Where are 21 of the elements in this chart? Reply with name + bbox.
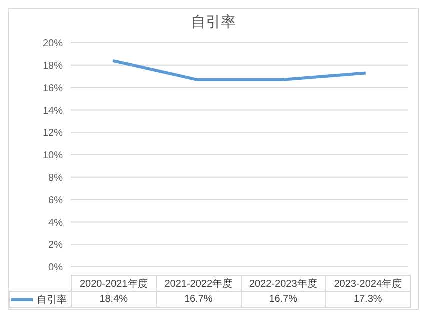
y-tick-label: 14% xyxy=(42,106,64,117)
data-label: 17.3% xyxy=(326,292,410,308)
y-tick-label: 20% xyxy=(42,38,64,50)
x-tick-label: 2023-2024年度 xyxy=(326,276,410,292)
y-tick-label: 10% xyxy=(42,150,64,162)
data-label: 16.7% xyxy=(241,292,326,308)
y-tick-label: 12% xyxy=(42,128,64,140)
y-tick-label: 4% xyxy=(48,218,64,229)
y-tick-label: 0% xyxy=(48,262,64,274)
y-tick-label: 8% xyxy=(48,172,64,184)
y-tick-label: 18% xyxy=(42,60,64,72)
chart-title: 自引率 xyxy=(190,13,237,33)
y-tick-label: 6% xyxy=(48,195,64,206)
data-label: 18.4% xyxy=(72,292,156,308)
y-tick-label: 16% xyxy=(42,83,64,94)
x-tick-label: 2021-2022年度 xyxy=(156,276,241,292)
y-tick-label: 2% xyxy=(48,240,64,252)
data-label: 16.7% xyxy=(156,292,241,308)
x-tick-label: 2022-2023年度 xyxy=(241,276,326,292)
x-tick-label: 2020-2021年度 xyxy=(72,276,156,292)
legend-label: 自引率 xyxy=(37,294,67,306)
